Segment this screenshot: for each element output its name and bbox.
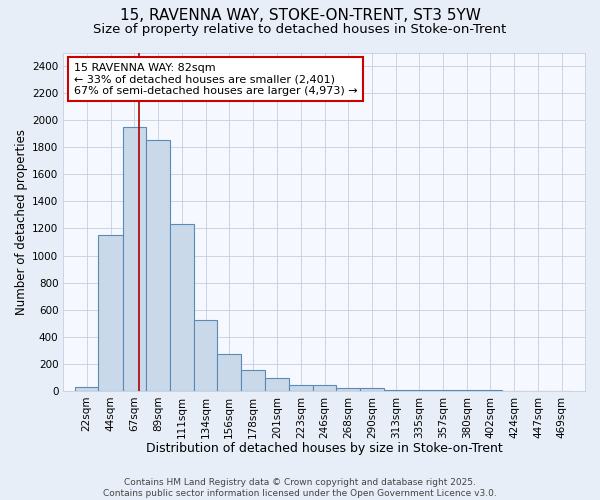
Bar [75,388,98,391]
Bar [265,378,289,391]
Text: Size of property relative to detached houses in Stoke-on-Trent: Size of property relative to detached ho… [94,22,506,36]
Text: 15 RAVENNA WAY: 82sqm
← 33% of detached houses are smaller (2,401)
67% of semi-d: 15 RAVENNA WAY: 82sqm ← 33% of detached … [74,62,358,96]
Bar [123,127,146,391]
Y-axis label: Number of detached properties: Number of detached properties [15,128,28,314]
Text: 15, RAVENNA WAY, STOKE-ON-TRENT, ST3 5YW: 15, RAVENNA WAY, STOKE-ON-TRENT, ST3 5YW [119,8,481,22]
Bar [360,388,384,391]
Bar [289,386,313,391]
Bar [217,354,241,391]
Bar [241,370,265,391]
Bar [407,390,431,391]
Bar [170,224,194,391]
Bar [146,140,170,391]
Bar [98,235,123,391]
X-axis label: Distribution of detached houses by size in Stoke-on-Trent: Distribution of detached houses by size … [146,442,503,455]
Bar [337,388,360,391]
Bar [384,390,407,391]
Text: Contains HM Land Registry data © Crown copyright and database right 2025.
Contai: Contains HM Land Registry data © Crown c… [103,478,497,498]
Bar [194,320,217,391]
Bar [313,386,337,391]
